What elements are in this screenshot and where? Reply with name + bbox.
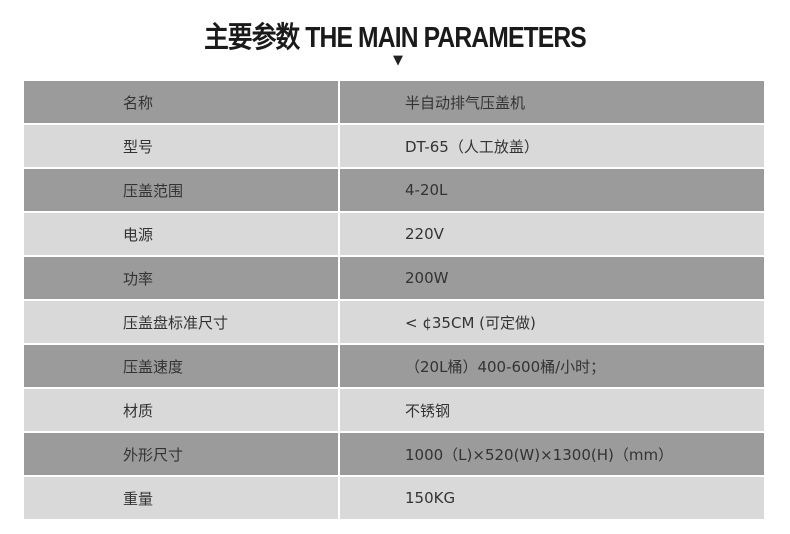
param-value: DT-65（人工放盖） (340, 125, 764, 167)
param-value: 4-20L (340, 169, 764, 211)
param-value: 150KG (340, 477, 764, 519)
page-title: 主要参数 THE MAIN PARAMETERS (204, 22, 587, 54)
table-row: 压盖范围 4-20L (24, 169, 764, 211)
param-value: 220V (340, 213, 764, 255)
param-label: 压盖范围 (24, 169, 338, 211)
param-label: 电源 (24, 213, 338, 255)
table-row: 压盖速度 （20L桶）400-600桶/小时； (24, 345, 764, 387)
param-value: 1000（L)×520(W)×1300(H)（mm） (340, 433, 764, 475)
parameters-table: 名称 半自动排气压盖机 型号 DT-65（人工放盖） 压盖范围 4-20L 电源 220V 功率… (24, 81, 764, 521)
table-row: 型号 DT-65（人工放盖） (24, 125, 764, 167)
param-value: 200W (340, 257, 764, 299)
param-value: < ¢35CM (可定做) (340, 301, 764, 343)
param-label: 功率 (24, 257, 338, 299)
param-label: 压盖盘标准尺寸 (24, 301, 338, 343)
table-row: 外形尺寸 1000（L)×520(W)×1300(H)（mm） (24, 433, 764, 475)
table-row: 电源 220V (24, 213, 764, 255)
down-arrow-icon: ▼ (393, 53, 403, 68)
param-label: 压盖速度 (24, 345, 338, 387)
table-row: 材质 不锈钢 (24, 389, 764, 431)
table-row: 压盖盘标准尺寸 < ¢35CM (可定做) (24, 301, 764, 343)
param-value: （20L桶）400-600桶/小时； (340, 345, 764, 387)
param-value: 半自动排气压盖机 (340, 81, 764, 123)
param-label: 材质 (24, 389, 338, 431)
param-label: 型号 (24, 125, 338, 167)
table-row: 名称 半自动排气压盖机 (24, 81, 764, 123)
table-row: 功率 200W (24, 257, 764, 299)
table-row: 重量 150KG (24, 477, 764, 519)
param-label: 外形尺寸 (24, 433, 338, 475)
param-label: 名称 (24, 81, 338, 123)
param-label: 重量 (24, 477, 338, 519)
param-value: 不锈钢 (340, 389, 764, 431)
